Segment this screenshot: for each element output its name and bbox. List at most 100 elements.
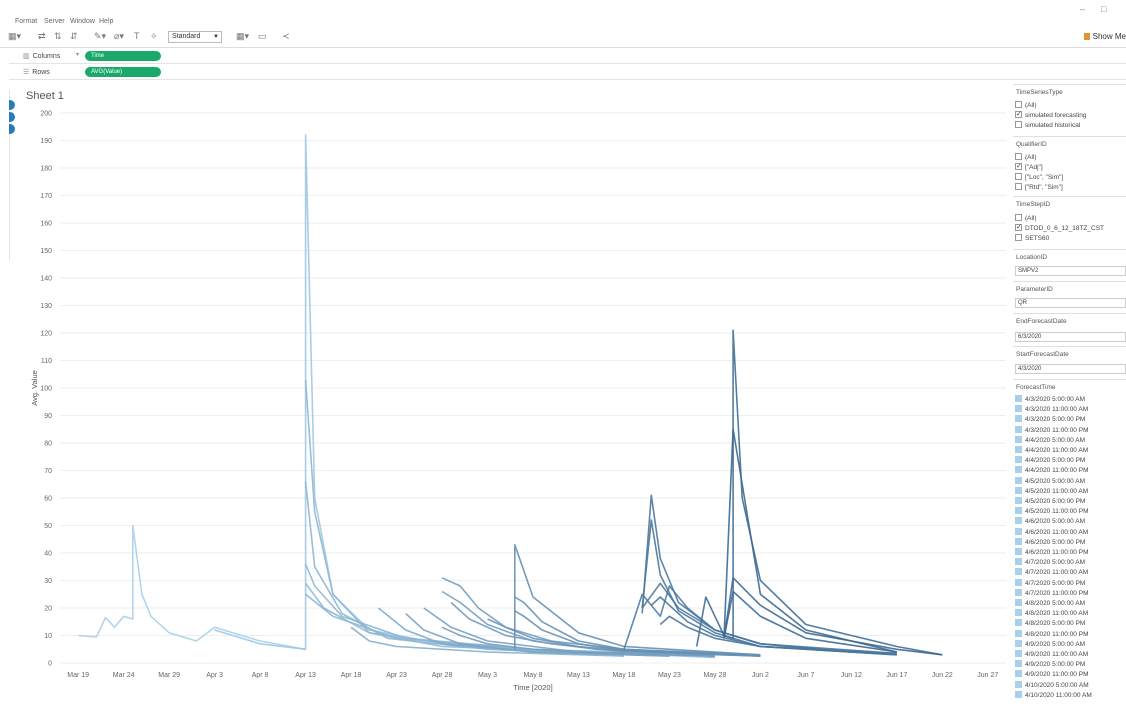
- forecast-time-item[interactable]: 4/5/2020 11:00:00 PM: [1015, 507, 1088, 517]
- minimize-icon[interactable]: –: [1080, 4, 1086, 14]
- forecast-time-item[interactable]: 4/3/2020 11:00:00 PM: [1015, 425, 1088, 436]
- forecast-time-item[interactable]: 4/3/2020 5:00:00 PM: [1015, 415, 1085, 425]
- sort-descending-icon[interactable]: ⇵: [70, 31, 78, 41]
- series-line: [659, 615, 897, 656]
- filter-option[interactable]: simulated forecasting: [1015, 110, 1086, 121]
- expand-pane-icon[interactable]: [9, 112, 15, 122]
- label-icon[interactable]: T: [134, 31, 140, 41]
- forecast-time-label: 4/7/2020 11:00:00 PM: [1025, 589, 1089, 597]
- checkbox[interactable]: [1015, 183, 1022, 190]
- y-tick-label: 160: [40, 221, 52, 228]
- forecast-time-item[interactable]: 4/9/2020 11:00:00 AM: [1015, 650, 1088, 660]
- sort-ascending-icon[interactable]: ⇅: [54, 31, 62, 41]
- menu-server[interactable]: Server: [44, 18, 65, 25]
- forecast-time-item[interactable]: 4/9/2020 11:00:00 PM: [1015, 670, 1088, 680]
- swap-icon[interactable]: ⇄: [38, 31, 46, 41]
- expand-pane-icon[interactable]: [9, 100, 15, 110]
- forecast-time-item[interactable]: 4/3/2020 5:00:00 AM: [1015, 395, 1085, 405]
- checkbox[interactable]: [1015, 121, 1022, 128]
- filter-option[interactable]: DTOD_0_6_12_18TZ_CST: [1015, 223, 1104, 234]
- parameter-id-field[interactable]: QR: [1015, 298, 1126, 308]
- show-me-icon: [1083, 33, 1090, 41]
- forecast-time-item[interactable]: 4/9/2020 5:00:00 PM: [1015, 660, 1085, 670]
- maximize-icon[interactable]: □: [1101, 4, 1107, 14]
- filter-option[interactable]: ["Adj"]: [1015, 162, 1043, 173]
- forecast-time-item[interactable]: 4/5/2020 11:00:00 AM: [1015, 486, 1088, 497]
- forecast-time-item[interactable]: 4/6/2020 11:00:00 AM: [1015, 527, 1088, 538]
- filter-option[interactable]: (All): [1015, 153, 1037, 163]
- location-id-field[interactable]: SMPV2: [1015, 266, 1126, 276]
- color-swatch: [1015, 476, 1022, 484]
- color-swatch: [1015, 660, 1022, 668]
- color-swatch: [1015, 517, 1022, 525]
- checkbox[interactable]: [1015, 110, 1022, 119]
- left-pane-strip: [0, 90, 10, 260]
- pin-icon[interactable]: ✧: [150, 31, 158, 41]
- forecast-time-item[interactable]: 4/4/2020 11:00:00 PM: [1015, 466, 1088, 476]
- filter-option[interactable]: SETS60: [1015, 234, 1049, 244]
- forecast-time-item[interactable]: 4/7/2020 5:00:00 PM: [1015, 578, 1085, 589]
- filter-option[interactable]: ["Rtd", "Sim"]: [1015, 183, 1063, 193]
- forecast-time-label: 4/3/2020 5:00:00 PM: [1025, 416, 1086, 424]
- forecast-time-item[interactable]: 4/8/2020 11:00:00 PM: [1015, 629, 1088, 640]
- forecast-time-item[interactable]: 4/6/2020 5:00:00 AM: [1015, 517, 1085, 527]
- show-me-button[interactable]: Show Me: [1083, 32, 1126, 41]
- forecast-time-item[interactable]: 4/8/2020 5:00:00 AM: [1015, 599, 1085, 609]
- expand-pane-icon[interactable]: [9, 124, 15, 134]
- filter-option-label: (All): [1025, 154, 1037, 161]
- forecast-time-item[interactable]: 4/7/2020 11:00:00 PM: [1015, 588, 1089, 599]
- menu-format[interactable]: Format: [15, 18, 38, 25]
- forecast-time-item[interactable]: 4/3/2020 11:00:00 AM: [1015, 405, 1088, 415]
- forecast-time-item[interactable]: 4/8/2020 11:00:00 AM: [1015, 609, 1088, 619]
- checkbox[interactable]: [1015, 173, 1022, 180]
- checkbox[interactable]: [1015, 101, 1022, 108]
- forecast-time-item[interactable]: 4/8/2020 5:00:00 PM: [1015, 619, 1085, 629]
- start-forecast-date-field[interactable]: 4/3/2020: [1015, 364, 1126, 374]
- checkbox[interactable]: [1015, 214, 1022, 221]
- filter-option[interactable]: (All): [1015, 214, 1037, 224]
- columns-pill[interactable]: Time: [85, 51, 161, 61]
- menu-window[interactable]: Window: [70, 18, 95, 25]
- filter-option[interactable]: ["Loc", "Sim"]: [1015, 173, 1063, 183]
- forecast-time-item[interactable]: 4/7/2020 11:00:00 AM: [1015, 568, 1088, 578]
- color-swatch: [1015, 537, 1022, 545]
- show-cards-icon[interactable]: ▦▾: [236, 31, 250, 41]
- forecast-time-item[interactable]: 4/6/2020 5:00:00 PM: [1015, 537, 1085, 548]
- fit-select-value: Standard: [172, 33, 201, 40]
- forecast-time-item[interactable]: 4/7/2020 5:00:00 AM: [1015, 558, 1085, 568]
- filter-option[interactable]: (All): [1015, 101, 1037, 111]
- menu-help[interactable]: Help: [99, 18, 114, 25]
- fit-select[interactable]: Standard ▼: [168, 31, 222, 43]
- forecast-time-item[interactable]: 4/10/2020 11:00:00 AM: [1015, 690, 1092, 701]
- line-chart: 0 10 20 30 40 50 60 70 80 90 100 110 120 130 140 150 160…: [30, 111, 1006, 692]
- forecast-time-item[interactable]: 4/5/2020 5:00:00 PM: [1015, 497, 1085, 507]
- rows-pill[interactable]: AVG(Value): [85, 67, 161, 77]
- forecast-time-item[interactable]: 4/4/2020 11:00:00 AM: [1015, 446, 1088, 456]
- checkbox[interactable]: [1015, 223, 1022, 232]
- share-icon[interactable]: ≺: [282, 31, 290, 41]
- columns-icon: ▥: [23, 53, 30, 60]
- filter-title: ForecastTime: [1016, 384, 1056, 391]
- filter-title: TimeStepID: [1016, 201, 1051, 208]
- forecast-time-item[interactable]: 4/10/2020 5:00:00 AM: [1015, 680, 1089, 691]
- rows-shelf[interactable]: ☰ Rows AVG(Value): [9, 65, 1126, 80]
- group-icon[interactable]: ⌀▾: [114, 31, 124, 41]
- forecast-time-item[interactable]: 4/5/2020 5:00:00 AM: [1015, 476, 1085, 487]
- presentation-icon[interactable]: ▭: [258, 31, 267, 41]
- highlight-icon[interactable]: ✎▾: [94, 31, 107, 41]
- end-forecast-date-field[interactable]: 6/3/2020: [1015, 332, 1126, 342]
- chevron-down-icon[interactable]: ▾: [76, 52, 80, 58]
- checkbox[interactable]: [1015, 153, 1022, 160]
- filter-option[interactable]: simulated historical: [1015, 121, 1080, 131]
- color-swatch: [1015, 639, 1022, 647]
- checkbox[interactable]: [1015, 234, 1022, 241]
- forecast-time-item[interactable]: 4/6/2020 11:00:00 PM: [1015, 548, 1088, 558]
- columns-shelf[interactable]: ▥ Columns ▾ Time: [9, 49, 1126, 64]
- color-swatch: [1015, 609, 1022, 617]
- checkbox[interactable]: [1015, 162, 1022, 171]
- color-swatch: [1015, 425, 1022, 433]
- forecast-time-item[interactable]: 4/4/2020 5:00:00 AM: [1015, 435, 1085, 446]
- forecast-time-item[interactable]: 4/9/2020 5:00:00 AM: [1015, 639, 1085, 650]
- forecast-time-item[interactable]: 4/4/2020 5:00:00 PM: [1015, 456, 1085, 466]
- data-source-icon[interactable]: ▦▾: [8, 31, 22, 41]
